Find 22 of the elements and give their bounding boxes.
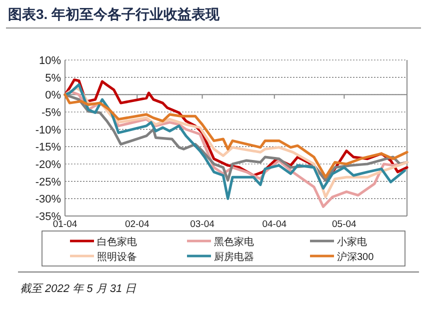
legend-label: 黑色家电 xyxy=(214,236,254,248)
legend-label: 白色家电 xyxy=(97,236,137,248)
x-tick-label: 03-04 xyxy=(190,219,214,230)
legend-label: 沪深300 xyxy=(337,251,374,263)
chart-title: 图表3. 年初至今各子行业收益表现 xyxy=(8,6,221,22)
legend-label: 照明设备 xyxy=(97,251,137,263)
x-tick-label: 01-04 xyxy=(52,219,78,230)
y-tick-label: -25% xyxy=(35,176,62,188)
x-tick-label: 04-04 xyxy=(262,219,287,230)
y-tick-label: -10% xyxy=(35,124,62,136)
legend-label: 厨房电器 xyxy=(214,251,254,263)
x-tick-label: 05-04 xyxy=(332,219,356,230)
text: 截至 2022 年 5 月 31 日 xyxy=(20,282,138,295)
y-tick-label: 0% xyxy=(45,90,62,102)
y-tick-label: -20% xyxy=(35,159,62,171)
legend-label: 小家电 xyxy=(337,236,367,248)
y-tick-label: -5% xyxy=(41,107,62,119)
x-tick-label: 02-04 xyxy=(124,219,150,230)
y-tick-label: -30% xyxy=(35,194,62,206)
y-tick-label: -15% xyxy=(35,142,62,154)
y-tick-label: 10% xyxy=(38,55,62,67)
y-tick-label: 5% xyxy=(45,72,62,84)
